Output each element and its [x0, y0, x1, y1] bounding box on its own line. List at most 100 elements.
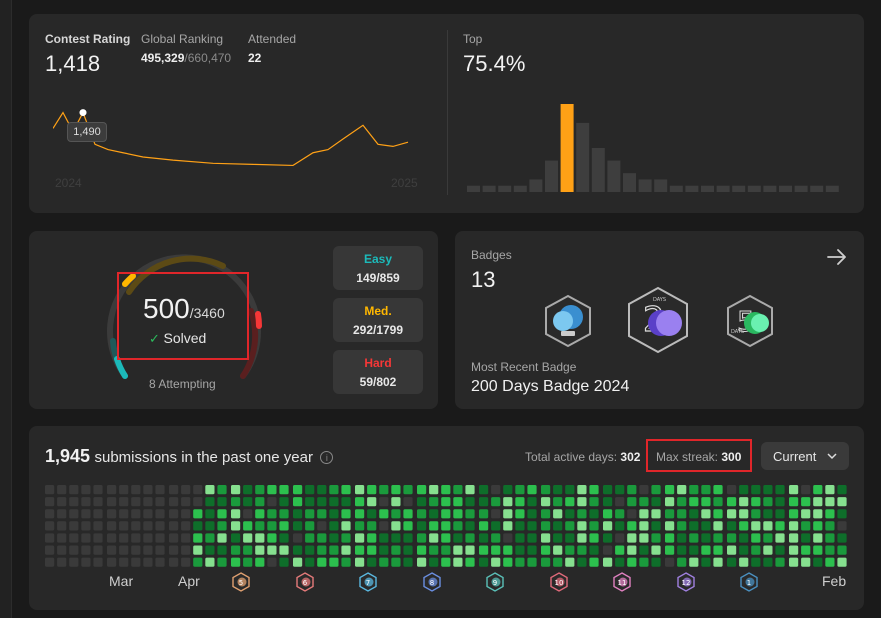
heatmap-cell [825, 533, 835, 543]
heatmap-cell [665, 521, 675, 531]
heatmap-cell [205, 557, 215, 567]
monthly-badge-label: 6 [302, 579, 307, 587]
distribution-bar [482, 185, 496, 192]
distribution-bar [779, 185, 792, 192]
heatmap-cell [69, 509, 79, 519]
heatmap-cell [603, 485, 613, 495]
monthly-badge-icon[interactable]: 9 [485, 572, 505, 592]
heatmap-cell [441, 521, 451, 531]
recent-badge-name: 200 Days Badge 2024 [471, 378, 630, 395]
heatmap-cell [107, 497, 117, 507]
heatmap-cell [491, 521, 501, 531]
heatmap-cell [577, 497, 587, 507]
heatmap-cell [231, 509, 241, 519]
heatmap-cell [763, 521, 773, 531]
heatmap-cell [763, 485, 773, 495]
heatmap-cell [403, 497, 413, 507]
heatmap-cell [367, 509, 377, 519]
contest-rating-label: Contest Rating [45, 32, 131, 46]
heatmap-cell [181, 485, 191, 495]
heatmap-cell [689, 545, 699, 555]
monthly-badge-icon[interactable]: 7 [358, 572, 378, 592]
submission-heatmap[interactable] [45, 485, 850, 569]
monthly-badge-label: 11 [618, 579, 627, 587]
distribution-bar [810, 185, 824, 192]
heatmap-cell [541, 521, 551, 531]
heatmap-cell [465, 485, 475, 495]
heatmap-cell [541, 509, 551, 519]
heatmap-cell [205, 497, 215, 507]
heatmap-cell [255, 485, 265, 495]
heatmap-cell [677, 521, 687, 531]
heatmap-cell [479, 557, 489, 567]
heatmap-cell [739, 509, 749, 519]
heatmap-cell [789, 485, 799, 495]
heatmap-cell [391, 521, 401, 531]
distribution-bar [685, 185, 699, 192]
monthly-badge-icon[interactable]: 10 [549, 572, 569, 592]
heatmap-cell [267, 509, 277, 519]
global-ranking-label: Global Ranking [141, 32, 224, 46]
heatmap-cell [329, 485, 339, 495]
easy-stat[interactable]: Easy 149/859 [333, 246, 423, 290]
200-days-badge-icon[interactable]: 2 DAYS [625, 285, 691, 355]
heatmap-cell [465, 533, 475, 543]
monthly-badge-icon[interactable]: 11 [612, 572, 632, 592]
heatmap-cell [379, 497, 389, 507]
heatmap-cell [727, 497, 737, 507]
monthly-badge-icon[interactable]: 12 [676, 572, 696, 592]
heatmap-cell [57, 521, 67, 531]
heatmap-cell [503, 557, 513, 567]
heatmap-cell [479, 509, 489, 519]
attended-value: 22 [248, 51, 262, 65]
heatmap-cell [341, 533, 351, 543]
heatmap-cell [615, 521, 625, 531]
arrow-right-icon[interactable] [825, 245, 849, 269]
heatmap-cell [801, 533, 811, 543]
global-ranking-value: 495,329/660,470 [141, 51, 232, 65]
heatmap-cell [181, 521, 191, 531]
monthly-badge-label: 5 [239, 579, 243, 587]
heatmap-cell [231, 545, 241, 555]
monthly-badge-icon[interactable]: 1 [739, 572, 759, 592]
attended-label: Attended [248, 32, 297, 46]
heatmap-cell [701, 485, 711, 495]
heatmap-cell [367, 533, 377, 543]
heatmap-cell [243, 497, 253, 507]
days-badge-icon[interactable] [541, 293, 595, 349]
heatmap-cell [479, 521, 489, 531]
heatmap-cell [243, 545, 253, 555]
heatmap-cell [801, 485, 811, 495]
heatmap-cell [69, 557, 79, 567]
heatmap-cell [355, 485, 365, 495]
heatmap-cell [193, 557, 203, 567]
year-select[interactable]: Current [761, 442, 849, 470]
info-icon[interactable]: i [320, 451, 334, 465]
medium-stat[interactable]: Med. 292/1799 [333, 298, 423, 342]
heatmap-cell [367, 557, 377, 567]
heatmap-cell [515, 521, 525, 531]
heatmap-cell [713, 497, 723, 507]
distribution-bar [747, 185, 761, 192]
heatmap-cell [45, 509, 55, 519]
heatmap-cell [665, 545, 675, 555]
heatmap-cell [479, 533, 489, 543]
monthly-badge-icon[interactable]: 6 [295, 572, 315, 592]
heatmap-cell [193, 509, 203, 519]
heatmap-cell [379, 557, 389, 567]
monthly-badge-icon[interactable]: 5 [231, 572, 251, 592]
heatmap-cell [689, 485, 699, 495]
rating-distribution-chart[interactable] [467, 102, 847, 194]
monthly-badge-icon[interactable]: 8 [422, 572, 442, 592]
heatmap-cell [255, 533, 265, 543]
heatmap-cell [479, 545, 489, 555]
rating-history-chart[interactable] [53, 94, 423, 194]
hard-stat[interactable]: Hard 59/802 [333, 350, 423, 394]
contest-rating-card: Contest Rating 1,418 Global Ranking 495,… [29, 14, 864, 213]
heatmap-cell [763, 497, 773, 507]
heatmap-cell [329, 497, 339, 507]
heatmap-cell [813, 521, 823, 531]
50-days-badge-icon[interactable]: 5 DAYS [723, 293, 777, 349]
heatmap-cell [379, 485, 389, 495]
heatmap-cell [677, 497, 687, 507]
